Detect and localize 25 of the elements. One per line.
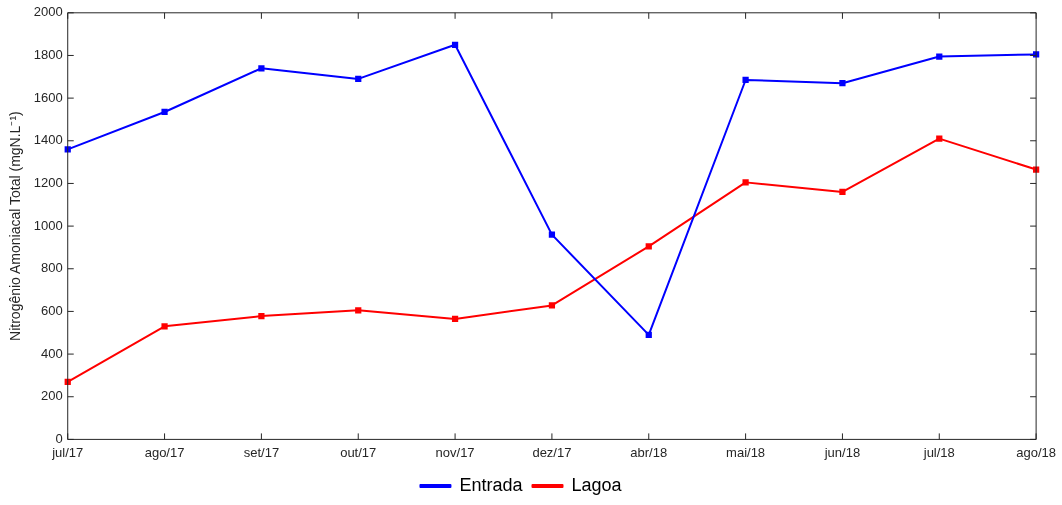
y-tick-label: 2000 [33,4,63,20]
x-tick-label: out/17 [340,444,377,460]
x-tick-label: nov/17 [435,444,475,460]
y-axis-title: Nitrogênio Amoniacal Total (mgN.L⁻¹) [7,111,24,341]
y-tick-label: 200 [41,388,63,404]
legend-label: Lagoa [571,474,623,495]
legend-label: Entrada [459,474,524,495]
x-tick-label: ago/18 [1016,444,1056,460]
x-tick-label: jul/18 [922,444,955,460]
y-tick-label: 1200 [33,175,63,191]
x-tick-label: ago/17 [144,444,185,460]
y-tick-label: 1800 [33,47,63,63]
x-tick-label: set/17 [243,444,280,460]
x-tick-label: jun/18 [823,444,861,460]
y-tick-label: 600 [41,303,63,318]
x-tick-label: dez/17 [532,444,572,460]
y-tick-label: 1000 [33,217,63,233]
y-tick-label: 1400 [33,132,63,148]
x-tick-label: jul/17 [51,444,84,460]
y-tick-label: 1600 [33,89,63,105]
y-tick-label: 0 [55,430,63,446]
y-tick-label: 400 [41,345,63,361]
y-tick-label: 800 [41,260,63,276]
x-tick-label: abr/18 [630,444,668,460]
x-tick-label: mai/18 [726,444,766,460]
